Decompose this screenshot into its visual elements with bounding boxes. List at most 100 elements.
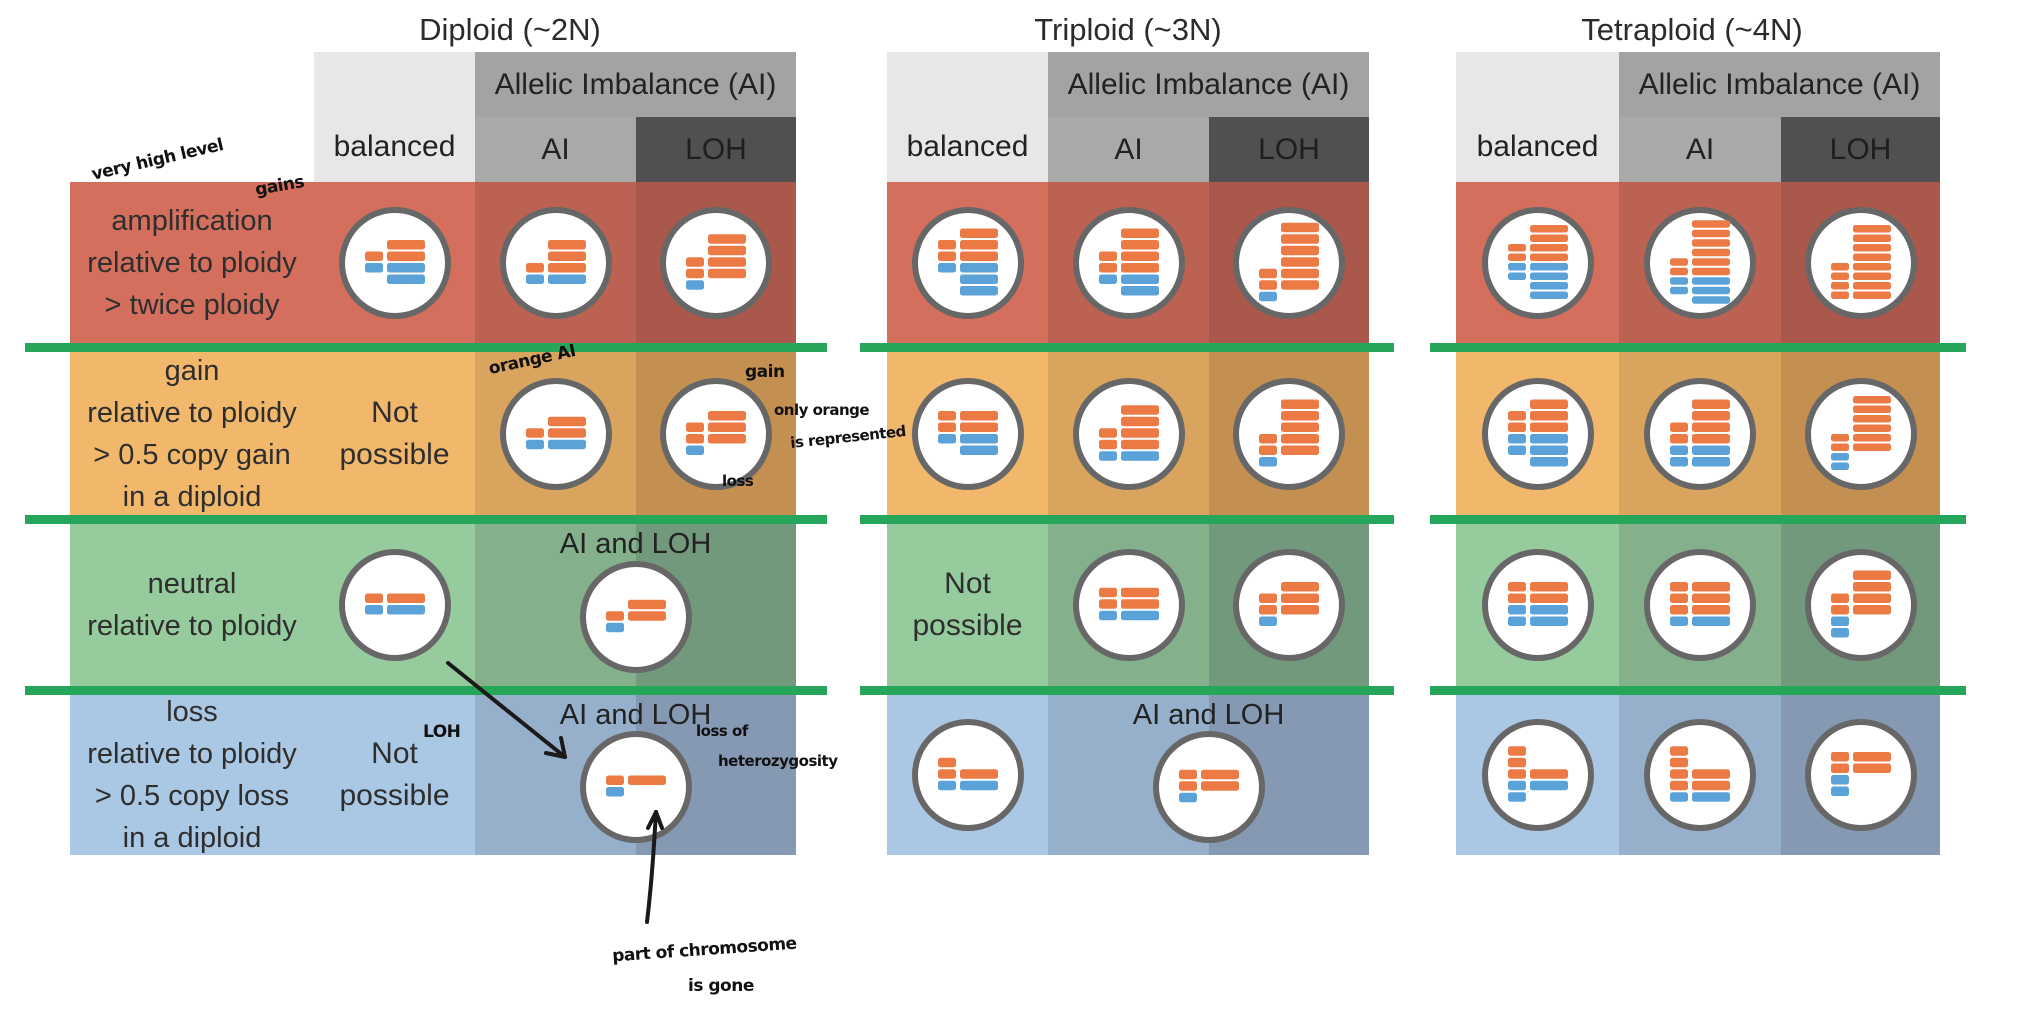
chromosome-stack (937, 757, 998, 791)
orange-p-arm (1098, 262, 1117, 272)
blue-p-arm (1670, 445, 1688, 455)
orange-p-arm (1507, 593, 1526, 603)
blue-p-arm (606, 787, 624, 797)
chromosome-stack (1670, 219, 1730, 304)
orange-q-arm (708, 245, 746, 255)
orange-q-arm (1852, 253, 1891, 261)
annotation-loss: loss (722, 472, 754, 490)
blue-p-arm (1098, 274, 1117, 284)
orange-q-arm (628, 611, 666, 621)
orange-q-arm (1852, 224, 1891, 232)
cnv-circle-neutral-ai (1644, 549, 1756, 661)
not-possible-label: Not possible (314, 352, 475, 515)
orange-q-arm (547, 239, 586, 249)
orange-q-arm (1692, 229, 1730, 237)
cnv-circle-loss-loh (1804, 719, 1917, 831)
blue-p-arm (1830, 616, 1849, 626)
cnv-circle-amplification-ai (1644, 206, 1756, 319)
orange-q-arm (1120, 404, 1159, 415)
orange-q-arm (547, 416, 586, 426)
blue-q-arm (386, 274, 425, 284)
text-line: loss (166, 696, 218, 728)
blue-p-arm (1259, 456, 1277, 466)
blue-q-arm (1529, 445, 1568, 455)
orange-q-arm (547, 427, 586, 438)
orange-q-arm (1852, 582, 1891, 592)
row-label-loss: loss relative to ploidy > 0.5 copy loss in … (70, 695, 314, 855)
orange-q-arm (1852, 752, 1891, 762)
chromosome-stack (1507, 746, 1568, 802)
orange-q-arm (1281, 605, 1319, 615)
ploidy-title: Tetraploid (~4N) (1581, 12, 1803, 47)
orange-p-arm (1830, 605, 1849, 615)
chromosome-stack (364, 239, 425, 284)
orange-p-arm (1098, 427, 1117, 438)
orange-p-arm (1670, 757, 1688, 768)
chromosome-stack (1670, 582, 1730, 626)
orange-p-arm (1670, 257, 1688, 266)
not-possible-label: Not possible (314, 695, 475, 855)
orange-q-arm (1852, 405, 1891, 413)
orange-p-arm (1830, 443, 1849, 451)
blue-q-arm (1692, 616, 1730, 626)
blue-p-arm (364, 262, 383, 272)
orange-p-arm (1098, 439, 1117, 449)
orange-q-arm (1120, 228, 1159, 238)
blue-p-arm (1507, 616, 1526, 626)
orange-p-arm (1507, 422, 1526, 432)
orange-q-arm (1529, 422, 1568, 432)
cnv-circle-amplification-balanced (911, 206, 1024, 319)
cnv-circle-amplification-balanced (1481, 206, 1594, 319)
blue-p-arm (1670, 616, 1688, 626)
orange-q-arm (1120, 439, 1159, 449)
row-separator-line (860, 686, 1394, 695)
merged-ai-and-loh-label: AI and LOH (559, 699, 712, 731)
blue-q-arm (1529, 281, 1568, 289)
cnv-circle-loss-balanced (1481, 719, 1594, 831)
chromosome-stack (1098, 228, 1159, 295)
orange-p-arm (1670, 582, 1688, 592)
orange-p-arm (1098, 587, 1117, 598)
orange-p-arm (937, 251, 956, 261)
orange-p-arm (525, 427, 544, 438)
orange-q-arm (1120, 587, 1159, 598)
annotation-heterozygosity: heterozygosity (718, 752, 838, 770)
orange-q-arm (959, 239, 998, 249)
chromosome-stack (937, 228, 998, 295)
orange-p-arm (1507, 410, 1526, 420)
text-line: Not (944, 567, 991, 600)
blue-p-arm (1259, 616, 1277, 626)
orange-q-arm (959, 422, 998, 432)
orange-q-arm (1852, 414, 1891, 422)
orange-q-arm (1852, 291, 1891, 299)
orange-p-arm (364, 593, 383, 603)
blue-q-arm (1120, 450, 1159, 461)
blue-p-arm (1670, 286, 1688, 294)
cnv-circle-amplification-loh (1804, 206, 1917, 319)
blue-q-arm (959, 445, 998, 455)
annotation-gain: gain (745, 362, 785, 382)
blue-p-arm (1507, 792, 1526, 802)
orange-q-arm (1529, 593, 1568, 603)
blue-p-arm (525, 439, 544, 449)
orange-p-arm (1670, 746, 1688, 756)
chromosome-stack (364, 593, 425, 615)
orange-p-arm (606, 775, 624, 785)
blue-q-arm (959, 274, 998, 284)
blue-q-arm (1529, 272, 1568, 280)
blue-q-arm (1692, 792, 1730, 802)
orange-q-arm (386, 251, 425, 261)
cnv-circle-gain-loh (1233, 377, 1345, 490)
orange-q-arm (1281, 593, 1319, 603)
column-header-balanced: balanced (1456, 52, 1619, 182)
blue-p-arm (1507, 433, 1526, 443)
orange-q-arm (1281, 222, 1319, 232)
orange-q-arm (1692, 593, 1730, 603)
blue-p-arm (1507, 272, 1526, 280)
chromosome-stack (1670, 746, 1730, 802)
chromosome-stack (1259, 399, 1319, 466)
row-label-amplification: amplification relative to ploidy > twice p… (70, 182, 314, 343)
orange-q-arm (1692, 605, 1730, 615)
orange-q-arm (628, 599, 666, 610)
column-header-ai: AI (1048, 117, 1209, 182)
